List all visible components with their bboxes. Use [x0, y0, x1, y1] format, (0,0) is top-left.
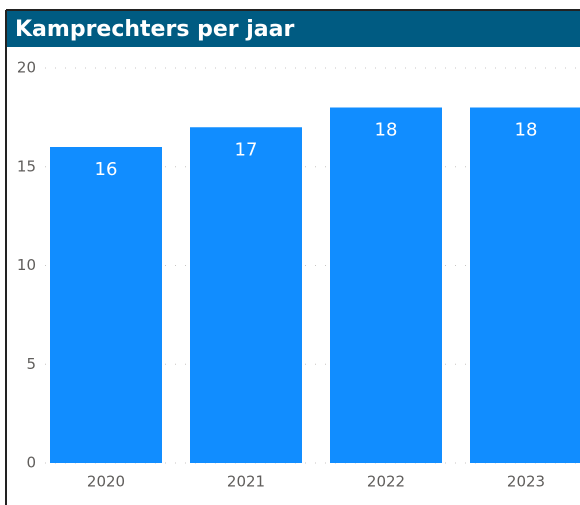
y-tick-label: 5 — [26, 355, 36, 373]
bar — [470, 107, 580, 463]
chart-title: Kamprechters per jaar — [15, 17, 294, 42]
x-tick-label: 2021 — [227, 473, 265, 491]
title-bar — [7, 11, 580, 47]
data-label: 18 — [515, 120, 538, 141]
x-tick-label: 2023 — [507, 473, 545, 491]
data-label: 18 — [375, 120, 398, 141]
bar — [190, 127, 302, 463]
x-tick-label: 2022 — [367, 473, 405, 491]
bar — [330, 107, 442, 463]
bar — [50, 147, 162, 463]
y-tick-label: 0 — [26, 454, 36, 472]
y-tick-label: 15 — [17, 157, 36, 175]
data-label: 17 — [235, 139, 258, 160]
x-tick-label: 2020 — [87, 473, 125, 491]
data-label: 16 — [95, 159, 118, 180]
y-tick-label: 10 — [17, 256, 36, 274]
y-tick-label: 20 — [17, 59, 36, 77]
